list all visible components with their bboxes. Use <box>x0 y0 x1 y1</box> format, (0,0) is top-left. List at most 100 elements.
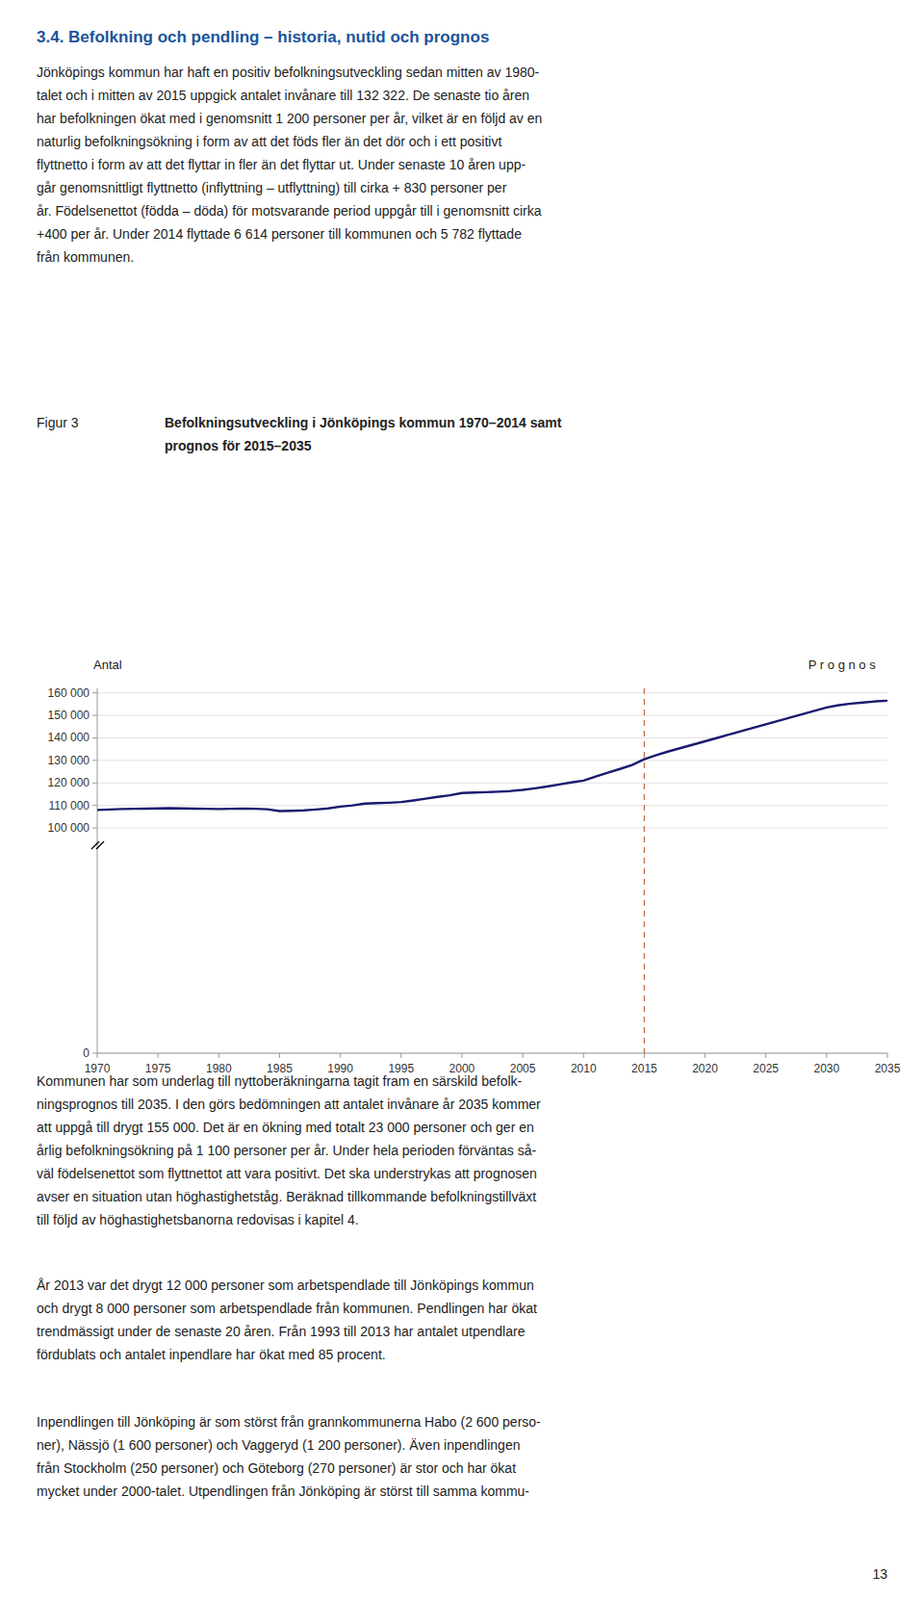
y-tick <box>92 737 98 739</box>
chart-title: Befolkningsutveckling i Jönköpings kommu… <box>164 414 563 431</box>
x-tick-label: 2020 <box>692 1061 719 1076</box>
reference-line <box>643 688 645 1053</box>
y-tick-label: 150 000 <box>48 708 91 722</box>
grid-line <box>97 737 888 739</box>
page-svg: 3.4. Befolkning och pendling – historia,… <box>0 0 924 1600</box>
x-axis-line <box>97 1052 888 1054</box>
y-tick <box>92 1052 98 1054</box>
heading: 3.4. Befolkning och pendling – historia,… <box>36 27 489 47</box>
x-tick <box>643 1052 645 1058</box>
paragraph-line: till följd av höghastighetsbanorna redov… <box>36 1211 360 1228</box>
x-tick-label: 1990 <box>327 1061 354 1076</box>
paragraph-line: fördublats och antalet inpendlare har ök… <box>36 1346 386 1362</box>
page-number: 13 <box>872 1565 888 1582</box>
paragraph-line: och drygt 8 000 personer som arbetspendl… <box>36 1300 538 1316</box>
x-tick-label: 1995 <box>387 1061 414 1076</box>
paragraph-line: ningsprognos till 2035. I den görs bedöm… <box>36 1096 541 1112</box>
x-tick-label: 2000 <box>449 1061 476 1076</box>
x-tick <box>583 1052 585 1058</box>
chart-subtitle: prognos för 2015–2035 <box>164 437 312 454</box>
y-tick <box>92 782 98 784</box>
paragraph: Kommunen har som underlag till nyttoberä… <box>36 1073 541 1228</box>
x-tick <box>218 1052 220 1058</box>
x-tick <box>339 1052 341 1058</box>
paragraph-line: talet och i mitten av 2015 uppgick antal… <box>36 87 530 103</box>
y-tick-label: 140 000 <box>48 730 91 745</box>
x-tick <box>97 1052 99 1058</box>
y-tick-label: 120 000 <box>48 775 91 790</box>
x-tick <box>461 1052 462 1058</box>
x-tick <box>522 1052 524 1058</box>
x-tick-label: 2010 <box>570 1061 597 1076</box>
paragraph-line: att uppgå till drygt 155 000. Det är en … <box>36 1119 535 1135</box>
plot-area <box>97 688 888 1053</box>
paragraph: Inpendlingen till Jönköping är som störs… <box>36 1413 541 1499</box>
x-tick-label: 2035 <box>874 1061 901 1076</box>
x-axis: 1970 1975 1980 1985 1990 1995 2000 2005 2010 2015… <box>84 1052 901 1076</box>
y-tick-label: 160 000 <box>48 686 91 700</box>
x-tick-label: 2015 <box>631 1061 658 1076</box>
x-tick <box>765 1052 767 1058</box>
paragraph-line: Kommunen har som underlag till nyttoberä… <box>36 1073 523 1089</box>
x-tick <box>825 1052 827 1058</box>
x-tick <box>400 1052 402 1058</box>
x-tick-label: 2005 <box>510 1061 537 1076</box>
paragraph-line: Inpendlingen till Jönköping är som störs… <box>36 1413 541 1430</box>
grid-line <box>97 1052 888 1054</box>
paragraph-line: ner), Nässjö (1 600 personer) och Vagger… <box>36 1437 520 1453</box>
y-tick <box>92 827 98 829</box>
y-axis-label: Antal <box>93 657 123 672</box>
paragraph: År 2013 var det drygt 12 000 personer so… <box>36 1277 538 1362</box>
paragraph-line: mycket under 2000-talet. Utpendlingen fr… <box>36 1483 530 1499</box>
axis-break <box>91 841 104 849</box>
grid-line <box>97 804 888 806</box>
grid-line <box>97 759 888 761</box>
paragraph: Jönköpings kommun har haft en positiv be… <box>36 64 542 265</box>
y-tick <box>92 692 98 693</box>
x-tick-label: 1985 <box>266 1061 293 1076</box>
x-tick-label: 2030 <box>813 1061 840 1076</box>
chart: 0 100 000 110 000 120 000 130 000 140 000 150 … <box>48 657 901 1076</box>
paragraph-line: År 2013 var det drygt 12 000 personer so… <box>36 1277 535 1293</box>
prognos-label: P r o g n o s <box>808 657 876 672</box>
y-tick <box>92 804 98 806</box>
paragraph-line: flyttnetto i form av att det flyttar in … <box>36 156 526 173</box>
paragraph-line: går genomsnittligt flyttnetto (inflyttni… <box>36 179 508 196</box>
paragraph-line: Jönköpings kommun har haft en positiv be… <box>36 64 540 80</box>
x-tick <box>279 1052 281 1058</box>
paragraph-line: +400 per år. Under 2014 flyttade 6 614 p… <box>36 226 522 242</box>
grid <box>97 693 888 1053</box>
y-axis: 0 100 000 110 000 120 000 130 000 140 000 150 … <box>48 686 98 1060</box>
paragraph-line: trendmässigt under de senaste 20 åren. F… <box>36 1323 526 1339</box>
x-tick-label: 1980 <box>205 1061 232 1076</box>
page: {"heading": "3.4. Befolkning och pendlin… <box>0 0 924 1600</box>
x-tick <box>157 1052 159 1058</box>
figure-label: Figur 3 <box>36 414 79 431</box>
paragraph-line: från kommunen. <box>36 249 134 265</box>
paragraph-line: från Stockholm (250 personer) och Götebo… <box>36 1460 516 1476</box>
y-tick <box>92 715 98 717</box>
y-axis-line <box>97 688 99 1053</box>
paragraph-line: årlig befolkningsökning på 1 100 persone… <box>36 1142 537 1158</box>
x-tick-label: 1970 <box>84 1061 111 1076</box>
paragraph-line: år. Födelsenettot (födda – döda) för mot… <box>36 203 542 219</box>
paragraph-line: naturlig befolkningsökning i form av att… <box>36 133 502 150</box>
y-tick-label: 0 <box>82 1046 90 1060</box>
series-line <box>97 700 888 812</box>
grid-line <box>97 782 888 784</box>
grid-line <box>97 715 888 717</box>
grid-line <box>97 827 888 829</box>
x-tick-label: 2025 <box>752 1061 779 1076</box>
y-tick-label: 130 000 <box>48 753 91 768</box>
x-tick <box>887 1052 889 1058</box>
axis-break-mark <box>96 841 104 849</box>
y-tick <box>92 759 98 761</box>
grid-line <box>97 692 888 693</box>
x-tick-label: 1975 <box>145 1061 172 1076</box>
paragraph-line: har befolkningen ökat med i genomsnitt 1… <box>36 110 542 127</box>
paragraph-line: väl födelsenettot som flyttnettot att va… <box>36 1165 538 1181</box>
y-tick-label: 100 000 <box>48 821 91 835</box>
paragraph-line: avser en situation utan höghastighetståg… <box>36 1188 537 1205</box>
y-tick-label: 110 000 <box>49 798 91 813</box>
x-tick <box>704 1052 706 1058</box>
